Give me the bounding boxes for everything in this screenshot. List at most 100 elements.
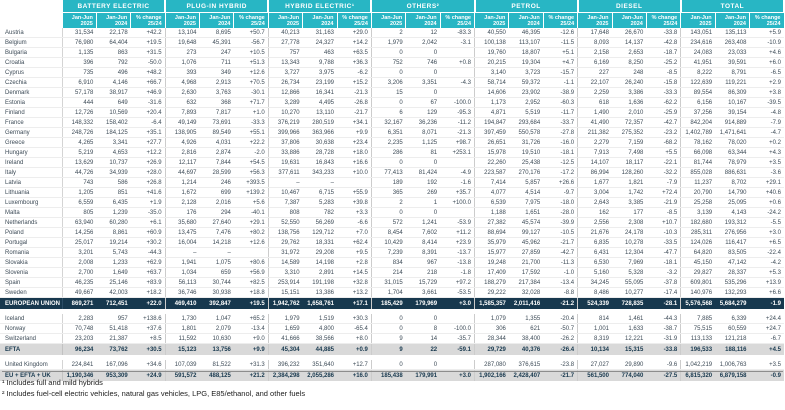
value-cell: -26.8 <box>337 97 372 108</box>
value-cell: -11.2 <box>440 117 476 128</box>
column-header: % change 25/24 <box>542 12 579 28</box>
table-row: Czechia 6,910 4,146 +66.7 4,968 2,913 +70.5 26,… <box>0 77 784 88</box>
value-cell: 192 <box>405 177 441 188</box>
value-cell: +6.1 <box>130 217 166 228</box>
row-label: Bulgaria <box>0 47 63 58</box>
value-cell: 52,550 <box>268 217 303 228</box>
value-cell: 49,149 <box>165 117 200 128</box>
value-cell: +41.6 <box>130 187 166 198</box>
value-cell: 5,160 <box>577 267 612 278</box>
value-cell: 25,017 <box>62 237 97 248</box>
value-cell: 5,684,279 <box>715 297 750 309</box>
value-cell: 247 <box>199 47 234 58</box>
value-cell: +29.1 <box>749 177 784 188</box>
value-cell: +31.3 <box>233 360 269 370</box>
value-cell: 10,737 <box>96 157 131 168</box>
column-header-line1: Jan-Jun <box>415 14 437 21</box>
value-cell: -4.2 <box>749 257 784 268</box>
value-cell: 808 <box>268 207 303 218</box>
value-cell: 189 <box>371 177 406 188</box>
value-cell: 4,143 <box>715 207 750 218</box>
value-cell: 75,515 <box>680 323 716 334</box>
value-cell: 138,905 <box>165 127 200 138</box>
value-cell: 1,941 <box>165 257 200 268</box>
value-cell: 2,079 <box>199 323 234 334</box>
value-cell: -30.1 <box>233 87 269 98</box>
value-cell: 8,861 <box>96 227 131 238</box>
row-label: Finland <box>0 107 63 118</box>
value-cell: 8,454 <box>371 227 406 238</box>
value-cell: 24,327 <box>302 37 337 48</box>
value-cell: +16.6 <box>337 157 372 168</box>
value-cell: +15.2 <box>337 77 372 88</box>
value-cell: 8,071 <box>405 127 441 138</box>
value-cell: 27,640 <box>199 217 234 228</box>
row-label: Lithuania <box>0 187 63 198</box>
value-cell: 167,096 <box>96 360 131 370</box>
value-cell: 10,630 <box>199 333 234 344</box>
value-cell: -12.6 <box>543 28 579 38</box>
value-cell: 276,956 <box>715 227 750 238</box>
row-label: Iceland <box>0 314 63 324</box>
value-cell: 29,827 <box>680 267 716 278</box>
value-cell <box>440 87 476 98</box>
value-cell: 19,214 <box>96 237 131 248</box>
value-cell: 78,020 <box>715 137 750 148</box>
column-header: Jan-Jun 2024 <box>611 12 647 28</box>
value-cell: 14,606 <box>474 87 509 98</box>
value-cell: 16,341 <box>302 87 337 98</box>
value-cell: 2,952 <box>508 97 544 108</box>
value-cell: -33.5 <box>646 237 682 248</box>
value-cell: 24,083 <box>680 47 716 58</box>
column-header: Jan-Jun 2024 <box>405 12 441 28</box>
value-cell: +12.6 <box>233 237 269 248</box>
column-header-line2: 25/24 <box>250 20 265 27</box>
value-cell: 148,332 <box>62 117 97 128</box>
value-cell: 0 <box>371 360 406 370</box>
value-cell: 81 <box>405 147 441 158</box>
value-cell: -44.3 <box>646 314 682 324</box>
column-header-line1: Jan-Jun <box>518 14 540 21</box>
value-cell: 3,727 <box>268 67 303 78</box>
value-cell: 1,135 <box>62 47 97 58</box>
value-cell: -60.3 <box>543 97 579 108</box>
value-cell: -7.9 <box>749 117 784 128</box>
value-cell: 2,283 <box>62 314 97 324</box>
column-header-line2: 2025 <box>286 20 300 27</box>
value-cell: 15,151 <box>268 287 303 298</box>
value-cell: 263,408 <box>715 37 750 48</box>
value-cell: 1,241 <box>405 217 441 228</box>
value-cell: 19,631 <box>268 157 303 168</box>
value-cell: +6.6 <box>749 287 784 298</box>
value-cell: +18.2 <box>130 287 166 298</box>
value-cell: 56,269 <box>302 217 337 228</box>
column-header-line1: Jan-Jun <box>690 14 712 21</box>
value-cell: 7,844 <box>199 157 234 168</box>
value-cell: 14,790 <box>715 187 750 198</box>
value-cell: 21,387 <box>96 333 131 344</box>
value-cell: +13.9 <box>749 277 784 288</box>
value-cell: +37.6 <box>130 323 166 334</box>
value-cell: +6.5 <box>749 237 784 248</box>
value-cell: -0.9 <box>749 369 784 381</box>
value-cell: 119,221 <box>715 77 750 88</box>
row-label: Denmark <box>0 87 63 98</box>
value-cell: +4.7 <box>543 57 579 68</box>
value-cell <box>440 207 476 218</box>
value-cell: -42.8 <box>646 37 682 48</box>
value-cell <box>233 247 269 258</box>
value-cell: 2 <box>371 197 406 208</box>
column-header-line1: % change <box>651 14 678 21</box>
value-cell: 2,128 <box>165 197 200 208</box>
value-cell: +138.6 <box>130 314 166 324</box>
row-label: Cyprus <box>0 67 63 78</box>
table-row: Luxembourg 6,559 6,435 +1.9 2,128 2,016 +5.6 7,… <box>0 197 784 208</box>
value-cell: 78,979 <box>715 157 750 168</box>
value-cell: 45,391 <box>199 37 234 48</box>
value-cell: 7,975 <box>508 197 544 208</box>
value-cell: -21.7 <box>543 369 579 381</box>
value-cell: -6.6 <box>337 217 372 228</box>
value-cell: 6,879,158 <box>715 369 750 381</box>
table-row: Croatia 396 792 -50.0 1,076 711 +51.3 13,343 9,7… <box>0 57 784 68</box>
table-row: Greece 4,265 3,341 +27.7 4,926 4,031 +22.2 37,8… <box>0 137 784 148</box>
